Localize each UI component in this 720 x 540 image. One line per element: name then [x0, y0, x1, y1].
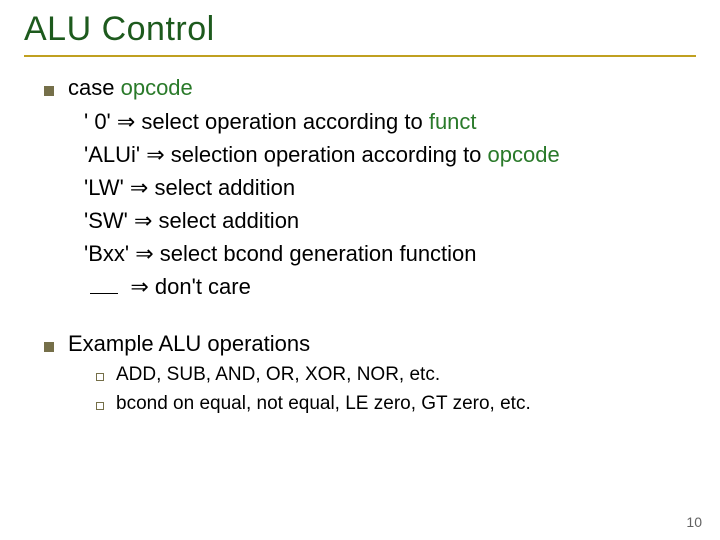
implies-icon: ⇒ — [130, 175, 148, 200]
case-key: 'LW' — [84, 175, 124, 200]
subitem-text: ADD, SUB, AND, OR, XOR, NOR, etc. — [116, 361, 440, 390]
case-line: ⇒ don't care — [84, 270, 696, 303]
implies-icon: ⇒ — [146, 142, 164, 167]
square-bullet-icon — [44, 342, 54, 352]
implies-icon: ⇒ — [130, 274, 148, 299]
section-example: Example ALU operations ADD, SUB, AND, OR… — [44, 331, 696, 418]
case-line: 'Bxx' ⇒ select bcond generation function — [84, 237, 696, 270]
hollow-square-bullet-icon — [96, 373, 104, 381]
case-text-pre: don't care — [149, 274, 251, 299]
square-bullet-icon — [44, 86, 54, 96]
implies-icon: ⇒ — [117, 109, 135, 134]
case-text-accent: opcode — [488, 142, 560, 167]
subitem-text: bcond on equal, not equal, LE zero, GT z… — [116, 390, 531, 419]
list-item: bcond on equal, not equal, LE zero, GT z… — [96, 390, 696, 419]
case-key: ' 0' — [84, 109, 111, 134]
case-text-pre: select operation according to — [135, 109, 429, 134]
implies-icon: ⇒ — [134, 208, 152, 233]
case-text-pre: select addition — [152, 208, 299, 233]
case-text-pre: select addition — [148, 175, 295, 200]
page-number: 10 — [686, 514, 702, 530]
case-text-pre: selection operation according to — [165, 142, 488, 167]
case-text-accent: funct — [429, 109, 477, 134]
case-lines: ' 0' ⇒ select operation according to fun… — [84, 105, 696, 303]
section-header: case opcode — [44, 75, 696, 101]
hollow-square-bullet-icon — [96, 402, 104, 410]
case-line: 'LW' ⇒ select addition — [84, 171, 696, 204]
list-item: ADD, SUB, AND, OR, XOR, NOR, etc. — [96, 361, 696, 390]
subitems: ADD, SUB, AND, OR, XOR, NOR, etc. bcond … — [96, 361, 696, 418]
section-lead: Example ALU operations — [68, 331, 310, 357]
case-key: 'SW' — [84, 208, 128, 233]
case-line: 'SW' ⇒ select addition — [84, 204, 696, 237]
case-line: 'ALUi' ⇒ selection operation according t… — [84, 138, 696, 171]
case-key: 'Bxx' — [84, 241, 129, 266]
section-case: case opcode ' 0' ⇒ select operation acco… — [44, 75, 696, 303]
case-line: ' 0' ⇒ select operation according to fun… — [84, 105, 696, 138]
slide: ALU Control case opcode ' 0' ⇒ select op… — [0, 0, 720, 540]
case-text-pre: select bcond generation function — [154, 241, 477, 266]
lead-text-accent: opcode — [121, 75, 193, 100]
implies-icon: ⇒ — [135, 241, 153, 266]
blank-underline-icon — [90, 272, 118, 294]
case-key: 'ALUi' — [84, 142, 140, 167]
page-title: ALU Control — [24, 10, 696, 49]
lead-text-plain: case — [68, 75, 121, 100]
section-header: Example ALU operations — [44, 331, 696, 357]
section-lead: case opcode — [68, 75, 193, 101]
title-underline — [24, 55, 696, 57]
